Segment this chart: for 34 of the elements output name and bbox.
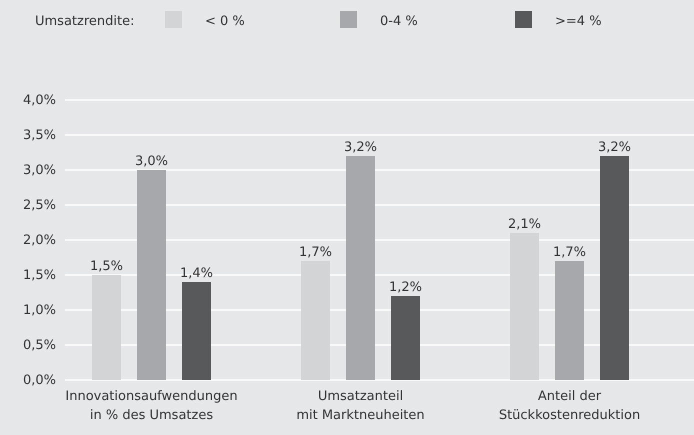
- legend-label: 0-4 %: [380, 14, 418, 29]
- legend-title: Umsatzrendite:: [35, 14, 134, 29]
- y-tick-label: 3,5%: [22, 128, 56, 143]
- legend-label: >=4 %: [555, 14, 602, 29]
- data-label: 3,2%: [344, 140, 378, 155]
- y-tick-label: 0,5%: [22, 338, 56, 353]
- data-label: 1,4%: [180, 266, 214, 281]
- y-tick-label: 2,0%: [22, 233, 56, 248]
- bar: [182, 282, 211, 380]
- y-tick-label: 1,0%: [22, 303, 56, 318]
- bar: [555, 261, 584, 380]
- bar: [301, 261, 330, 380]
- bar: [600, 156, 629, 380]
- data-label: 2,1%: [508, 217, 542, 232]
- data-label: 1,7%: [298, 245, 332, 260]
- x-tick-label: Umsatzanteil mit Marktneuheiten: [296, 389, 425, 423]
- x-tick-label: Anteil der Stückkostenreduktion: [498, 389, 640, 423]
- y-tick-label: 1,5%: [22, 268, 56, 283]
- x-tick-label: Innovationsaufwendungen in % des Umsatzes: [65, 389, 238, 423]
- bar: [92, 275, 121, 380]
- y-tick-label: 4,0%: [22, 93, 56, 108]
- y-tick-label: 2,5%: [22, 198, 56, 213]
- y-tick-label: 3,0%: [22, 163, 56, 178]
- data-label: 1,5%: [90, 259, 124, 274]
- data-label: 1,7%: [552, 245, 586, 260]
- data-label: 1,2%: [388, 280, 422, 295]
- bar: [346, 156, 375, 380]
- bar: [391, 296, 420, 380]
- bar: [137, 170, 166, 380]
- legend-label: < 0 %: [205, 14, 245, 29]
- data-label: 3,2%: [598, 140, 632, 155]
- y-tick-label: 0,0%: [22, 373, 56, 388]
- data-label: 3,0%: [134, 154, 168, 169]
- bar: [510, 233, 539, 380]
